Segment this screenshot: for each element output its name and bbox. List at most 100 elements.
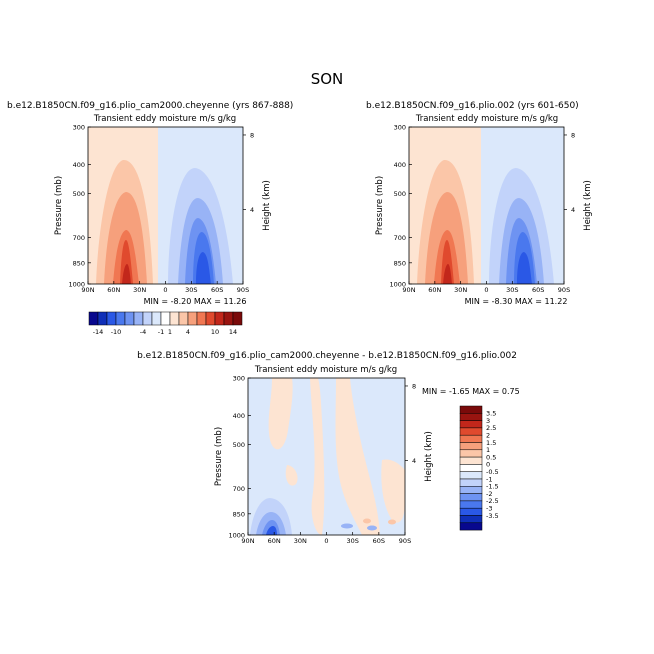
colorbar-top-swatch bbox=[97, 311, 108, 326]
panel-2: b.e12.B1850CN.f09_g16.plio.002 (yrs 601-… bbox=[366, 101, 593, 306]
panel-3-ytick-label: 300 bbox=[233, 375, 245, 383]
panel-3-rtick-label: 8 bbox=[412, 382, 416, 390]
panel-2-ytick-label: 1000 bbox=[389, 281, 406, 289]
colorbar-top: -14 -10 -4 -1 1 4 10 14 bbox=[88, 311, 243, 336]
panel-3-ytick-label: 400 bbox=[233, 412, 245, 420]
colorbar-diff-label: -3 bbox=[486, 505, 492, 513]
panel-3-xtick-label: 30N bbox=[294, 537, 307, 545]
colorbar-top-swatch bbox=[223, 311, 234, 326]
colorbar-diff-label: -0.5 bbox=[486, 468, 499, 476]
colorbar-diff-swatch bbox=[459, 449, 483, 458]
panel-3: b.e12.B1850CN.f09_g16.plio_cam2000.cheye… bbox=[137, 351, 520, 545]
panel-1-ytick-label: 400 bbox=[73, 161, 85, 169]
colorbar-diff-label: -1 bbox=[486, 475, 492, 483]
panel-1-contours bbox=[88, 127, 243, 284]
colorbar-diff-swatch bbox=[459, 427, 483, 436]
panel-2-contours bbox=[409, 127, 564, 284]
colorbar-diff-label: 2 bbox=[486, 432, 490, 440]
colorbar-diff-label: -2 bbox=[486, 490, 492, 498]
colorbar-diff-swatch bbox=[459, 420, 483, 429]
colorbar-top-swatch bbox=[178, 311, 189, 326]
panel-3-title: Transient eddy moisture m/s g/kg bbox=[254, 365, 397, 375]
colorbar-top-label: 10 bbox=[211, 328, 219, 336]
colorbar-diff-swatch bbox=[459, 478, 483, 487]
panel-2-ytick-label: 500 bbox=[394, 190, 406, 198]
panel-1-xtick-label: 90N bbox=[81, 286, 94, 294]
panel-2-xtick-label: 60N bbox=[428, 286, 441, 294]
panel-2-rtick-label: 4 bbox=[571, 206, 575, 214]
colorbar-top-swatch bbox=[106, 311, 117, 326]
panel-3-pos-patch-1 bbox=[268, 378, 293, 450]
colorbar-top-swatch bbox=[196, 311, 207, 326]
panel-3-ytick-label: 850 bbox=[233, 510, 245, 518]
panel-3-suptitle: b.e12.B1850CN.f09_g16.plio_cam2000.cheye… bbox=[137, 351, 517, 361]
panel-3-pos-patch-4 bbox=[381, 459, 405, 523]
panel-1-pos-c5 bbox=[122, 264, 131, 284]
panel-1-xtick-label: 60S bbox=[211, 286, 223, 294]
panel-3-pos-patch-2 bbox=[310, 378, 325, 535]
panel-1-xtick-label: 0 bbox=[163, 286, 167, 294]
panel-2-xtick-label: 90S bbox=[558, 286, 570, 294]
colorbar-diff-swatch bbox=[459, 434, 483, 443]
panel-3-contours bbox=[248, 378, 405, 535]
panel-1-ytick-label: 850 bbox=[73, 259, 85, 267]
colorbar-diff-swatch bbox=[459, 456, 483, 465]
panel-3-axes: 90N 60N 30N 0 30S 60S 90S 300 400 500 700 850 1000 8 4… bbox=[214, 375, 434, 546]
colorbar-diff-swatch bbox=[459, 486, 483, 494]
panel-3-ylabel: Pressure (mb) bbox=[214, 427, 224, 486]
panel-3-pos-patch-5 bbox=[285, 465, 298, 486]
colorbar-top-swatch bbox=[205, 311, 216, 326]
panel-3-rtick-label: 4 bbox=[412, 457, 416, 465]
panel-3-ytick-label: 500 bbox=[233, 441, 245, 449]
colorbar-diff-swatch bbox=[459, 515, 483, 524]
colorbar-diff-label: 1 bbox=[486, 446, 490, 454]
panel-1-ytick-label: 500 bbox=[73, 190, 85, 198]
panel-2-rtick-label: 8 bbox=[571, 131, 575, 139]
panel-1-xtick-label: 30N bbox=[133, 286, 146, 294]
panel-2-axes: 90N 60N 30N 0 30S 60S 90S 300 400 500 700 850 1000 8 4… bbox=[375, 124, 593, 295]
colorbar-diff-swatch bbox=[459, 471, 483, 480]
panel-1-axes: 90N 60N 30N 0 30S 60S 90S 300 400 500 700 850 1000 8 4… bbox=[54, 124, 272, 295]
panel-3-pos-patch-3 bbox=[335, 378, 380, 535]
panel-1-title: Transient eddy moisture m/s g/kg bbox=[93, 114, 236, 124]
colorbar-top-swatch bbox=[88, 311, 99, 326]
panel-3-ytick-label: 700 bbox=[233, 485, 245, 493]
panel-1-rtick-label: 4 bbox=[250, 206, 254, 214]
colorbar-top-label: 4 bbox=[186, 328, 190, 336]
colorbar-diff-swatch bbox=[459, 493, 483, 502]
panel-2-xtick-label: 30S bbox=[506, 286, 518, 294]
panel-3-xtick-label: 90S bbox=[399, 537, 411, 545]
panel-2-ytick-label: 700 bbox=[394, 234, 406, 242]
panel-2-ylabel: Pressure (mb) bbox=[375, 176, 385, 235]
panel-3-xtick-label: 30S bbox=[346, 537, 358, 545]
panel-1-ytick-label: 700 bbox=[73, 234, 85, 242]
panel-1-neg-c5 bbox=[196, 252, 211, 284]
colorbar-top-swatch bbox=[151, 311, 162, 326]
panel-3-ytick-label: 1000 bbox=[228, 532, 245, 540]
colorbar-diff-label: 1.5 bbox=[486, 439, 496, 447]
panel-2-title: Transient eddy moisture m/s g/kg bbox=[415, 114, 558, 124]
panel-2-xtick-label: 0 bbox=[484, 286, 488, 294]
colorbar-top-swatch bbox=[187, 311, 198, 326]
panel-2-pos-c5 bbox=[443, 264, 452, 284]
panel-2-suptitle: b.e12.B1850CN.f09_g16.plio.002 (yrs 601-… bbox=[366, 101, 579, 111]
panel-3-neg-blob-2 bbox=[367, 525, 377, 531]
panel-1-xtick-label: 60N bbox=[107, 286, 120, 294]
colorbar-diff-label: -3.5 bbox=[486, 512, 499, 520]
colorbar-diff-label: 3 bbox=[486, 417, 490, 425]
colorbar-diff-label: 0 bbox=[486, 461, 490, 469]
colorbar-diff-swatch bbox=[459, 405, 483, 414]
colorbar-top-swatch bbox=[214, 311, 225, 326]
panel-3-pos-blob-1 bbox=[363, 518, 371, 524]
panel-3-ylabel-right: Height (km) bbox=[424, 431, 434, 482]
colorbar-top-label: -14 bbox=[93, 328, 104, 336]
colorbar-diff-swatch bbox=[459, 464, 483, 472]
panel-2-xtick-label: 60S bbox=[532, 286, 544, 294]
panel-3-minmax: MIN = -1.65 MAX = 0.75 bbox=[422, 387, 520, 396]
colorbar-diff: 3.532.521.510.50-0.5-1-1.5-2-2.5-3-3.5 bbox=[459, 405, 499, 531]
panel-1-xtick-label: 90S bbox=[237, 286, 249, 294]
panel-2-neg-c5 bbox=[517, 252, 532, 284]
colorbar-top-swatch bbox=[160, 311, 171, 326]
panel-1-suptitle: b.e12.B1850CN.f09_g16.plio_cam2000.cheye… bbox=[7, 101, 293, 111]
